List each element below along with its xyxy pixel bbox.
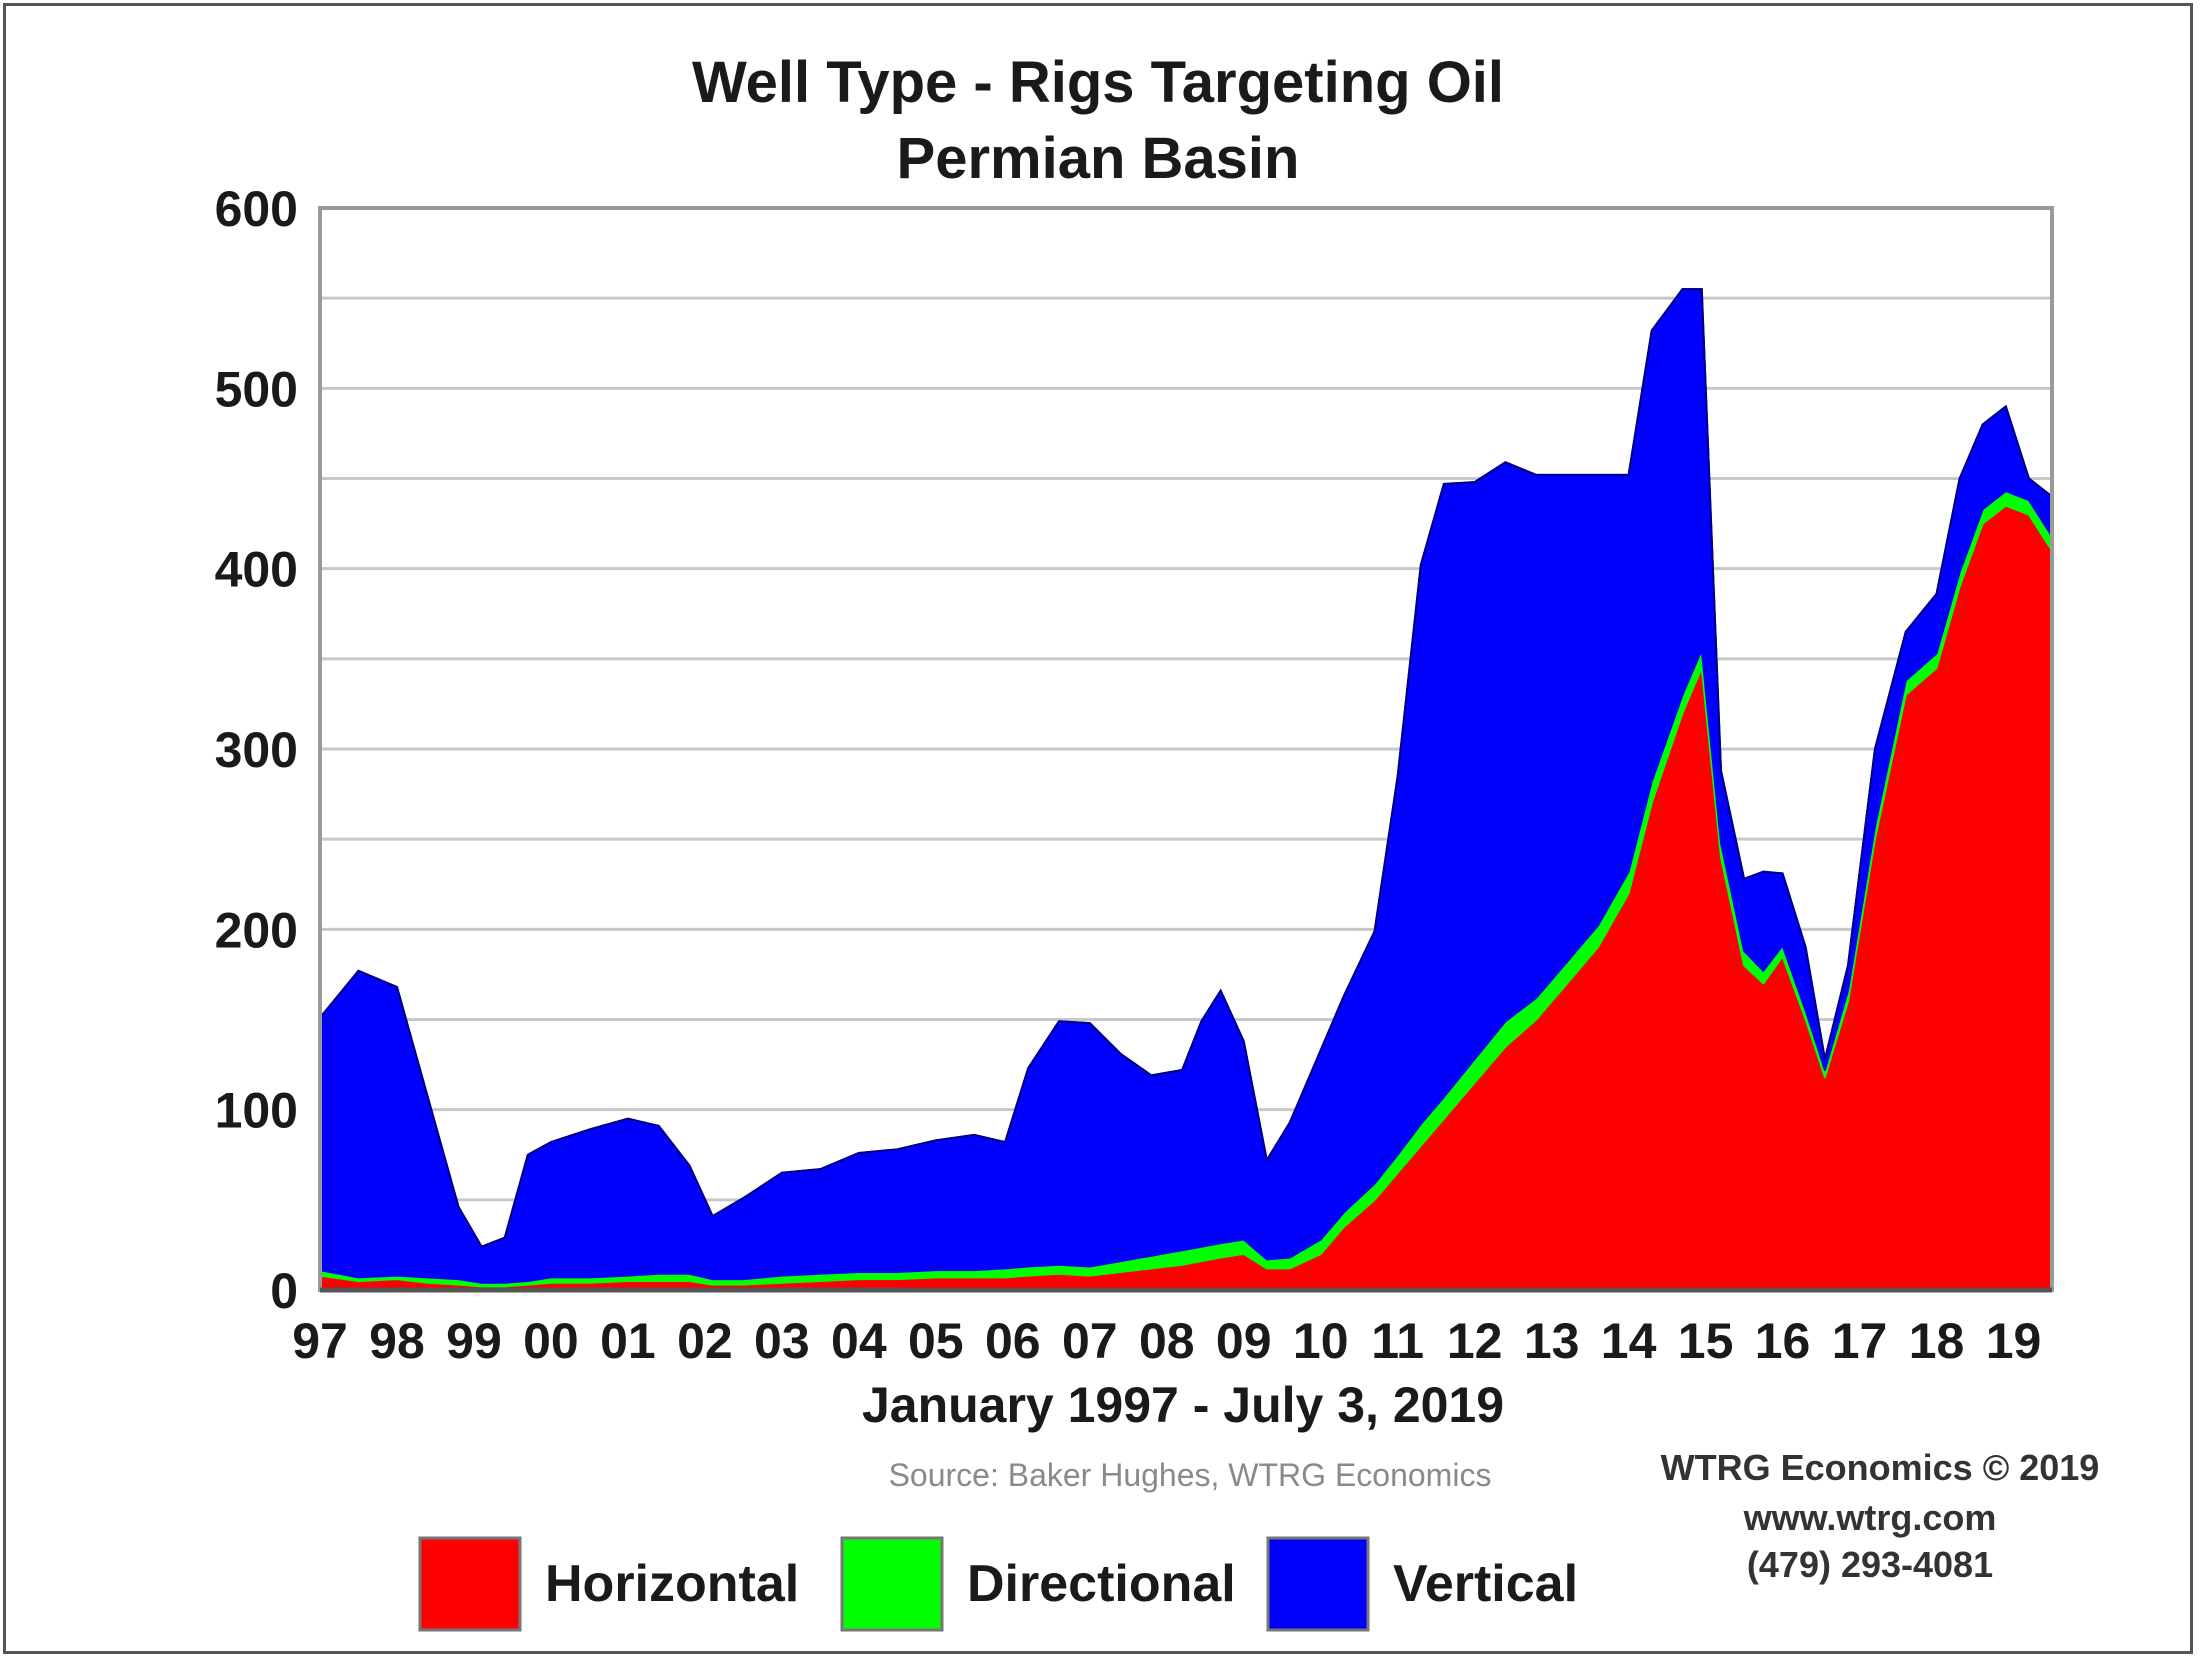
y-tick-label: 100 — [215, 1083, 298, 1139]
y-tick-label: 500 — [215, 361, 298, 417]
source-note: Source: Baker Hughes, WTRG Economics — [889, 1457, 1492, 1493]
x-tick-label: 03 — [754, 1313, 810, 1369]
y-tick-label: 200 — [215, 902, 298, 958]
y-tick-label: 300 — [215, 722, 298, 778]
x-tick-label: 13 — [1524, 1313, 1580, 1369]
x-tick-label: 04 — [831, 1313, 887, 1369]
x-axis-label: January 1997 - July 3, 2019 — [862, 1377, 1504, 1433]
chart-title: Well Type - Rigs Targeting Oil — [692, 50, 1504, 115]
x-tick-label: 14 — [1601, 1313, 1657, 1369]
x-tick-label: 02 — [677, 1313, 733, 1369]
legend-swatch-horizontal — [418, 1536, 522, 1632]
x-tick-label: 08 — [1139, 1313, 1195, 1369]
x-tick-label: 16 — [1755, 1313, 1811, 1369]
x-tick-label: 10 — [1293, 1313, 1349, 1369]
x-tick-label: 11 — [1371, 1313, 1424, 1369]
x-tick-label: 18 — [1909, 1313, 1965, 1369]
credit-line-2: www.wtrg.com — [1743, 1497, 1997, 1538]
y-tick-label: 600 — [215, 181, 298, 237]
x-tick-label: 99 — [446, 1313, 502, 1369]
legend-label-directional: Directional — [967, 1555, 1236, 1613]
y-axis-ticks: 0 100 200 300 400 500 600 — [215, 181, 298, 1319]
legend-swatch-directional — [840, 1536, 944, 1632]
chart-frame — [3, 3, 2193, 1654]
credit-line-3: (479) 293-4081 — [1747, 1544, 1993, 1585]
x-tick-label: 17 — [1832, 1313, 1888, 1369]
x-tick-label: 97 — [292, 1313, 348, 1369]
x-tick-label: 15 — [1678, 1313, 1734, 1369]
x-tick-label: 00 — [523, 1313, 579, 1369]
legend-swatch-vertical — [1266, 1536, 1370, 1632]
stack-top-outline — [319, 288, 2053, 1248]
legend-label-vertical: Vertical — [1393, 1555, 1578, 1613]
x-axis-ticks: 97 98 99 00 01 02 03 04 05 06 07 08 09 10 11 12 13 14 15 16… — [292, 1313, 2041, 1369]
y-tick-label: 400 — [215, 542, 298, 598]
chart-subtitle: Permian Basin — [897, 126, 1300, 191]
legend-label-horizontal: Horizontal — [545, 1555, 799, 1613]
x-tick-label: 05 — [908, 1313, 964, 1369]
x-tick-label: 01 — [600, 1313, 656, 1369]
x-tick-label: 19 — [1986, 1313, 2042, 1369]
x-tick-label: 07 — [1062, 1313, 1118, 1369]
y-tick-label: 0 — [270, 1263, 298, 1319]
x-tick-label: 98 — [369, 1313, 425, 1369]
legend: Horizontal Directional Vertical — [418, 1536, 1578, 1632]
x-tick-label: 06 — [985, 1313, 1041, 1369]
x-tick-label: 09 — [1216, 1313, 1272, 1369]
credit-line-1: WTRG Economics © 2019 — [1661, 1447, 2100, 1488]
x-tick-label: 12 — [1447, 1313, 1503, 1369]
